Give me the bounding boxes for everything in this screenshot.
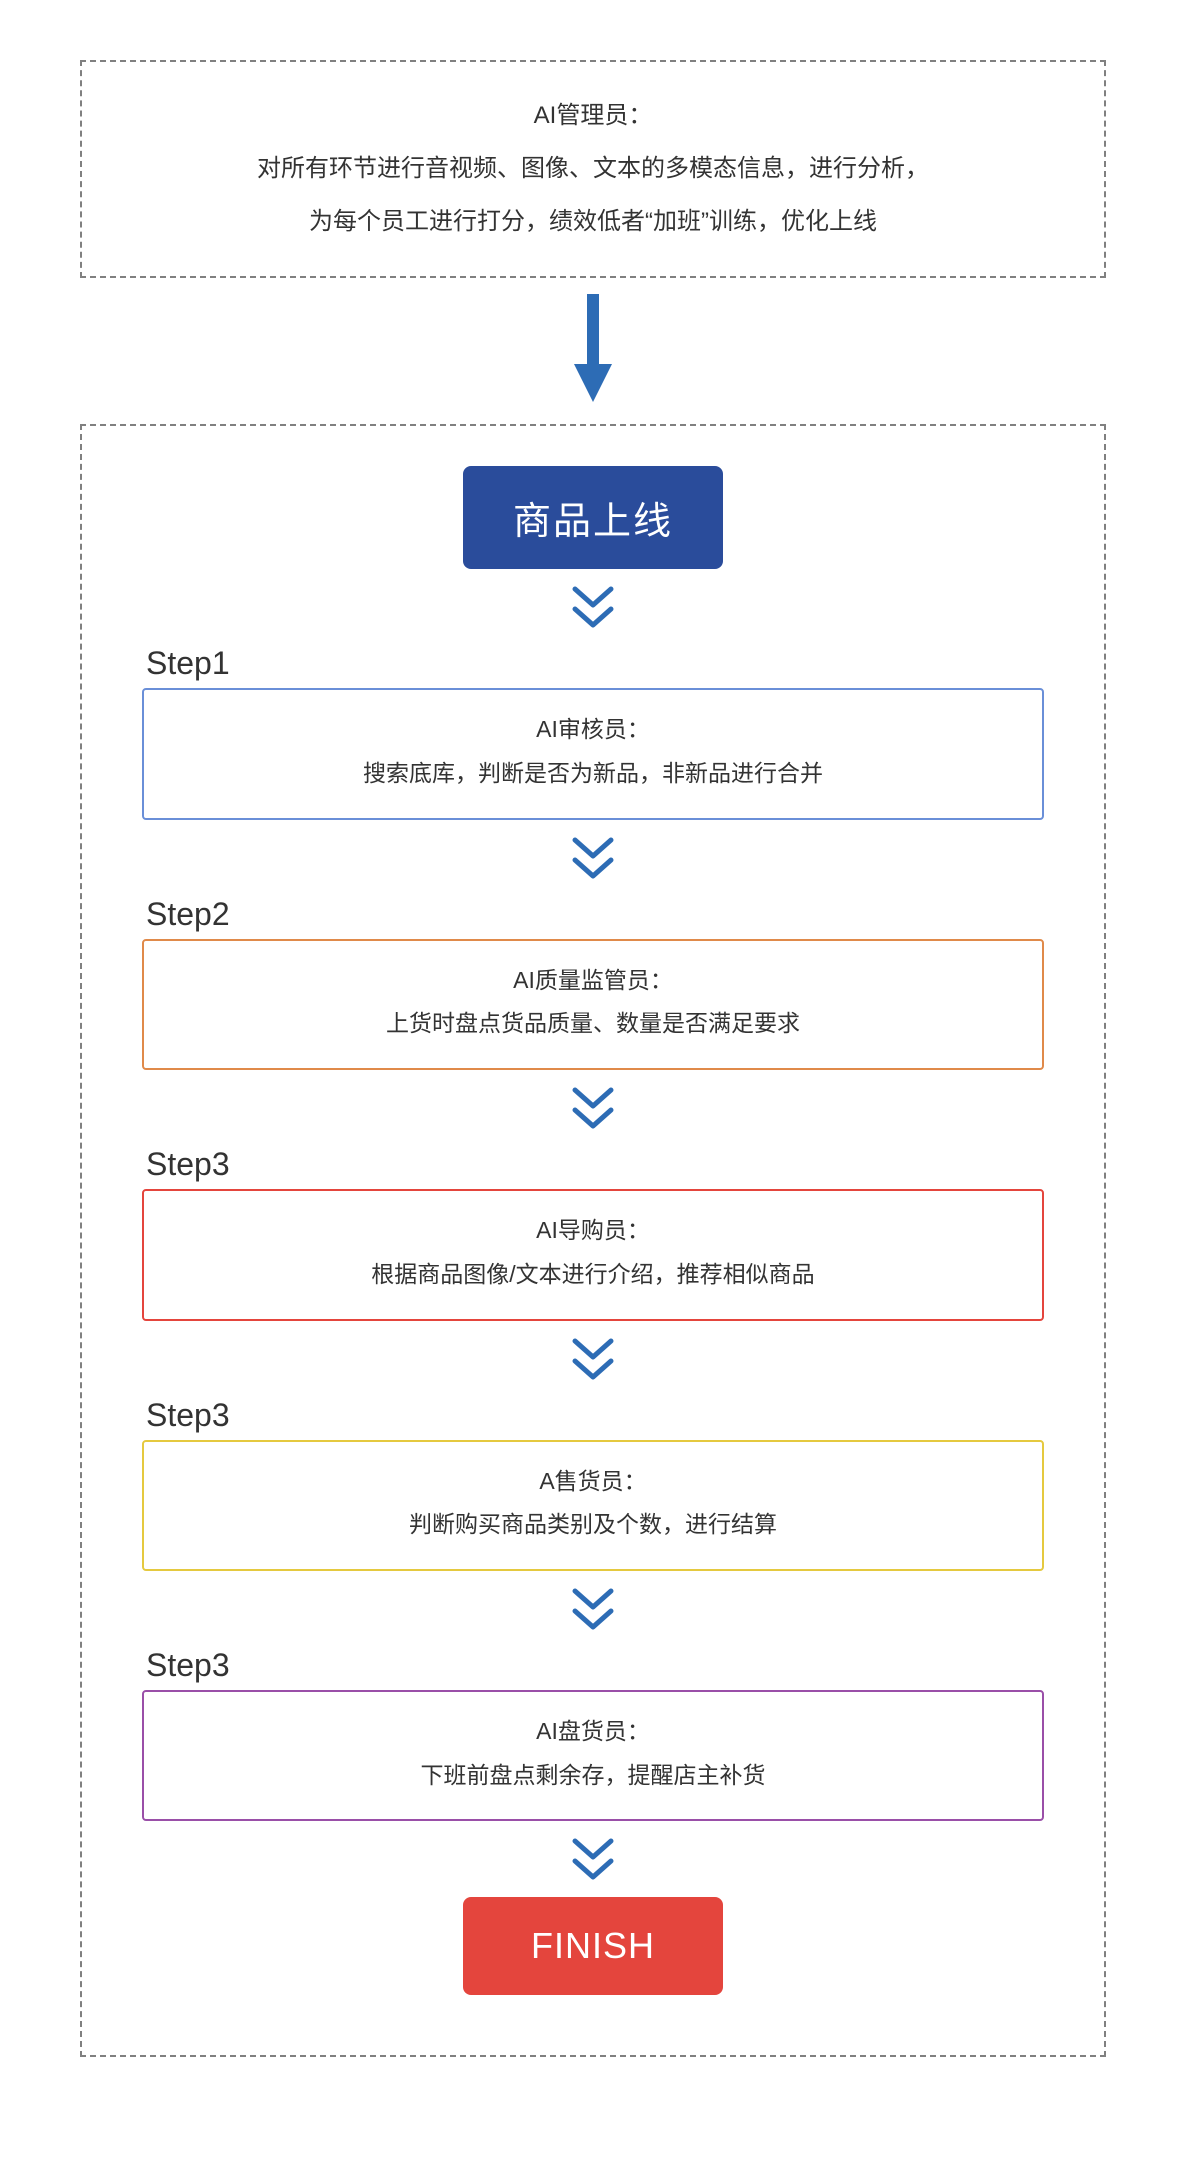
manager-line2: 对所有环节进行音视频、图像、文本的多模态信息，进行分析， [122,143,1064,196]
finish-badge: FINISH [463,1897,723,1995]
step-block-2: Step2 AI质量监管员： 上货时盘点货品质量、数量是否满足要求 [142,896,1044,1070]
step-block-4: Step3 A售货员： 判断购买商品类别及个数，进行结算 [142,1397,1044,1571]
step-block-1: Step1 AI审核员： 搜索底库，判断是否为新品，非新品进行合并 [142,645,1044,819]
step-label: Step3 [146,1397,1044,1434]
step-label: Step2 [146,896,1044,933]
step-card: AI审核员： 搜索底库，判断是否为新品，非新品进行合并 [142,688,1044,819]
step-title: AI盘货员： [164,1710,1022,1754]
step-title: AI导购员： [164,1209,1022,1253]
step-card: A售货员： 判断购买商品类别及个数，进行结算 [142,1440,1044,1571]
step-title: A售货员： [164,1460,1022,1504]
chevron-icon [142,1086,1044,1136]
step-card: AI导购员： 根据商品图像/文本进行介绍，推荐相似商品 [142,1189,1044,1320]
chevron-icon [142,1837,1044,1887]
workflow-box: 商品上线 Step1 AI审核员： 搜索底库，判断是否为新品，非新品进行合并 S… [80,424,1106,2057]
step-desc: 下班前盘点剩余存，提醒店主补货 [164,1754,1022,1798]
big-arrow-wrap [80,294,1106,404]
step-title: AI审核员： [164,708,1022,752]
step-label: Step3 [146,1146,1044,1183]
chevron-icon [142,1587,1044,1637]
step-card: AI质量监管员： 上货时盘点货品质量、数量是否满足要求 [142,939,1044,1070]
step-block-5: Step3 AI盘货员： 下班前盘点剩余存，提醒店主补货 [142,1647,1044,1821]
manager-title: AI管理员： [122,90,1064,143]
chevron-icon [142,1337,1044,1387]
step-label: Step3 [146,1647,1044,1684]
step-title: AI质量监管员： [164,959,1022,1003]
chevron-icon [142,585,1044,635]
step-desc: 上货时盘点货品质量、数量是否满足要求 [164,1002,1022,1046]
manager-line3: 为每个员工进行打分，绩效低者“加班”训练，优化上线 [122,196,1064,249]
step-desc: 根据商品图像/文本进行介绍，推荐相似商品 [164,1253,1022,1297]
step-block-3: Step3 AI导购员： 根据商品图像/文本进行介绍，推荐相似商品 [142,1146,1044,1320]
step-desc: 判断购买商品类别及个数，进行结算 [164,1503,1022,1547]
chevron-icon [142,836,1044,886]
step-label: Step1 [146,645,1044,682]
start-badge: 商品上线 [463,466,723,569]
manager-box: AI管理员： 对所有环节进行音视频、图像、文本的多模态信息，进行分析， 为每个员… [80,60,1106,278]
arrow-down-icon [570,294,616,404]
step-desc: 搜索底库，判断是否为新品，非新品进行合并 [164,752,1022,796]
step-card: AI盘货员： 下班前盘点剩余存，提醒店主补货 [142,1690,1044,1821]
